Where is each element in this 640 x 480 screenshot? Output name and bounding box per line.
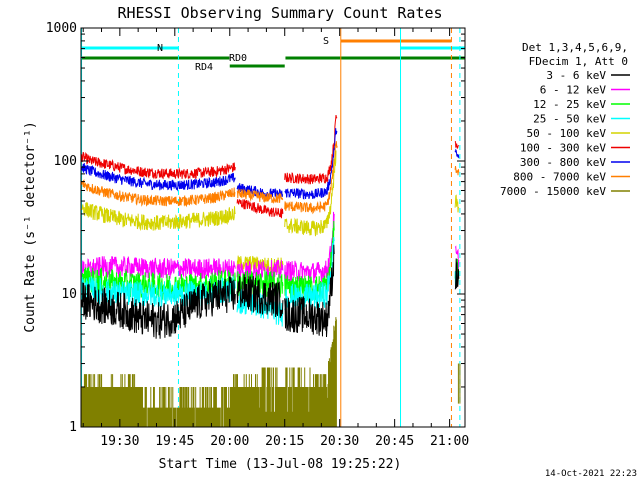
series-line-7 (284, 244, 335, 338)
legend-entry-label: 300 - 800 keV (520, 156, 606, 169)
series-line-7 (454, 258, 460, 290)
state-bars: N S RD0 RD4 (81, 36, 465, 73)
legend-header-line: Det 1,3,4,5,6,9, (522, 41, 628, 54)
series-line-3 (81, 201, 236, 232)
series-line-7 (81, 275, 236, 339)
series-line-4 (284, 211, 335, 284)
legend-entry-label: 7000 - 15000 keV (500, 185, 606, 198)
x-tick-label: 20:45 (375, 434, 414, 449)
state-label-s: S (323, 36, 329, 47)
series-line-2 (236, 187, 284, 204)
series-line-3 (284, 150, 337, 237)
x-tick-label: 20:30 (320, 434, 359, 449)
series-line-2 (454, 166, 460, 176)
series-line-1 (284, 128, 338, 200)
legend-header-line: FDecim 1, Att 0 (529, 55, 628, 68)
plot-frame (80, 27, 466, 428)
series-line-0 (236, 199, 284, 219)
y-axis-label: Count Rate (s⁻¹ detector⁻¹) (23, 121, 38, 332)
legend-entry-label: 25 - 50 keV (533, 113, 606, 126)
y-tick-label: 1 (69, 420, 77, 435)
series-line-7 (236, 274, 284, 318)
x-tick-label: 19:30 (100, 434, 139, 449)
x-tick-label: 21:00 (430, 434, 469, 449)
legend-entry-label: 50 - 100 keV (527, 127, 607, 140)
legend-entry-label: 12 - 25 keV (533, 98, 606, 111)
y-tick-label: 10 (61, 287, 77, 302)
series-line-0 (81, 151, 236, 180)
series-line-1 (454, 148, 460, 159)
x-axis-ticks: 19:30 19:45 20:00 20:15 20:30 20:45 21:00 (82, 28, 469, 449)
legend-entry-label: 6 - 12 keV (540, 84, 607, 97)
series-line-1 (81, 162, 236, 192)
legend-entry-label: 800 - 7000 keV (513, 171, 606, 184)
series-line-0 (284, 115, 338, 185)
x-tick-label: 20:15 (265, 434, 304, 449)
legend-entry-label: 100 - 300 keV (520, 142, 606, 155)
series-lines (81, 115, 460, 339)
plot-area: N S RD0 RD4 1 10 100 1000 19:30 19:45 20:00 20:15… (46, 21, 469, 449)
vertical-markers (81, 28, 461, 427)
series-line-2 (284, 141, 338, 215)
series-line-2 (81, 179, 236, 208)
series-7000-15000kev (80, 317, 461, 427)
series-line-4 (81, 256, 236, 280)
series-line-3 (454, 194, 460, 213)
timestamp: 14-Oct-2021 22:23 (545, 469, 637, 479)
y-axis-ticks: 1 10 100 1000 (46, 21, 465, 435)
x-tick-label: 20:00 (210, 434, 249, 449)
series-line-4 (454, 245, 460, 270)
legend: Det 1,3,4,5,6,9,FDecim 1, Att 03 - 6 keV… (500, 41, 630, 198)
chart-title: RHESSI Observing Summary Count Rates (117, 4, 442, 22)
state-label-rd0: RD0 (229, 53, 247, 64)
y-tick-label: 100 (54, 154, 77, 169)
legend-entry-label: 3 - 6 keV (546, 69, 606, 82)
x-tick-label: 19:45 (155, 434, 194, 449)
series-7000-15000kev-trace (80, 317, 461, 427)
x-axis-label: Start Time (13-Jul-08 19:25:22) (159, 457, 402, 472)
state-label-rd4: RD4 (195, 62, 213, 73)
y-tick-label: 1000 (46, 21, 77, 36)
state-label-n: N (157, 43, 163, 54)
series-line-0 (454, 141, 460, 150)
